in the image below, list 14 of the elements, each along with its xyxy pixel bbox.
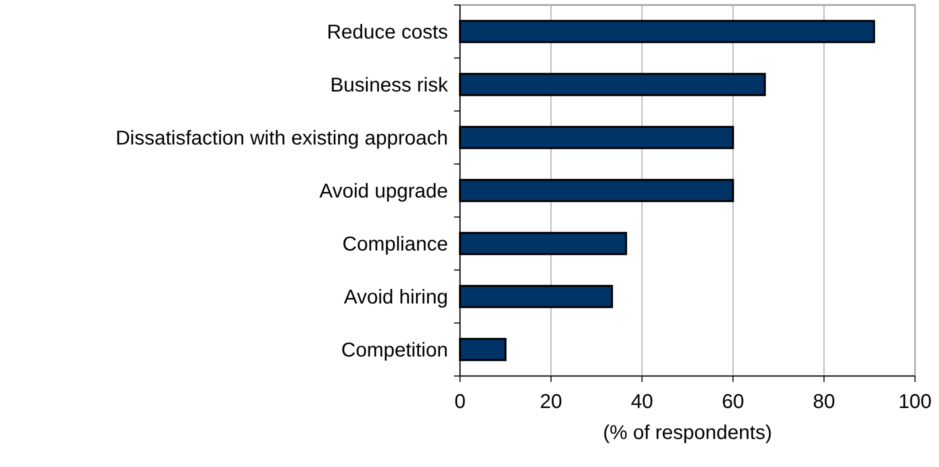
y-tick-label: Competition: [341, 340, 448, 362]
x-tick-label: 20: [540, 391, 562, 413]
x-tick-label: 80: [812, 391, 836, 413]
y-tick-label: Business risk: [330, 74, 449, 96]
y-tick-label: Compliance: [342, 234, 448, 256]
x-tick-label: 100: [898, 391, 932, 413]
y-tick-label: Reduce costs: [326, 22, 448, 44]
x-tick-label: 0: [454, 391, 466, 413]
y-tick-label: Avoid upgrade: [319, 180, 448, 202]
y-tick-label: Avoid hiring: [344, 286, 448, 308]
x-axis-title: (% of respondents): [603, 422, 772, 444]
x-tick-label: 40: [630, 391, 654, 413]
y-tick-label: Dissatisfaction with existing approach: [116, 128, 448, 150]
x-tick-label: 60: [722, 391, 744, 413]
